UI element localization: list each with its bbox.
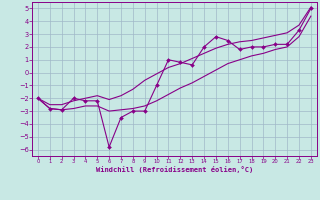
X-axis label: Windchill (Refroidissement éolien,°C): Windchill (Refroidissement éolien,°C) — [96, 166, 253, 173]
